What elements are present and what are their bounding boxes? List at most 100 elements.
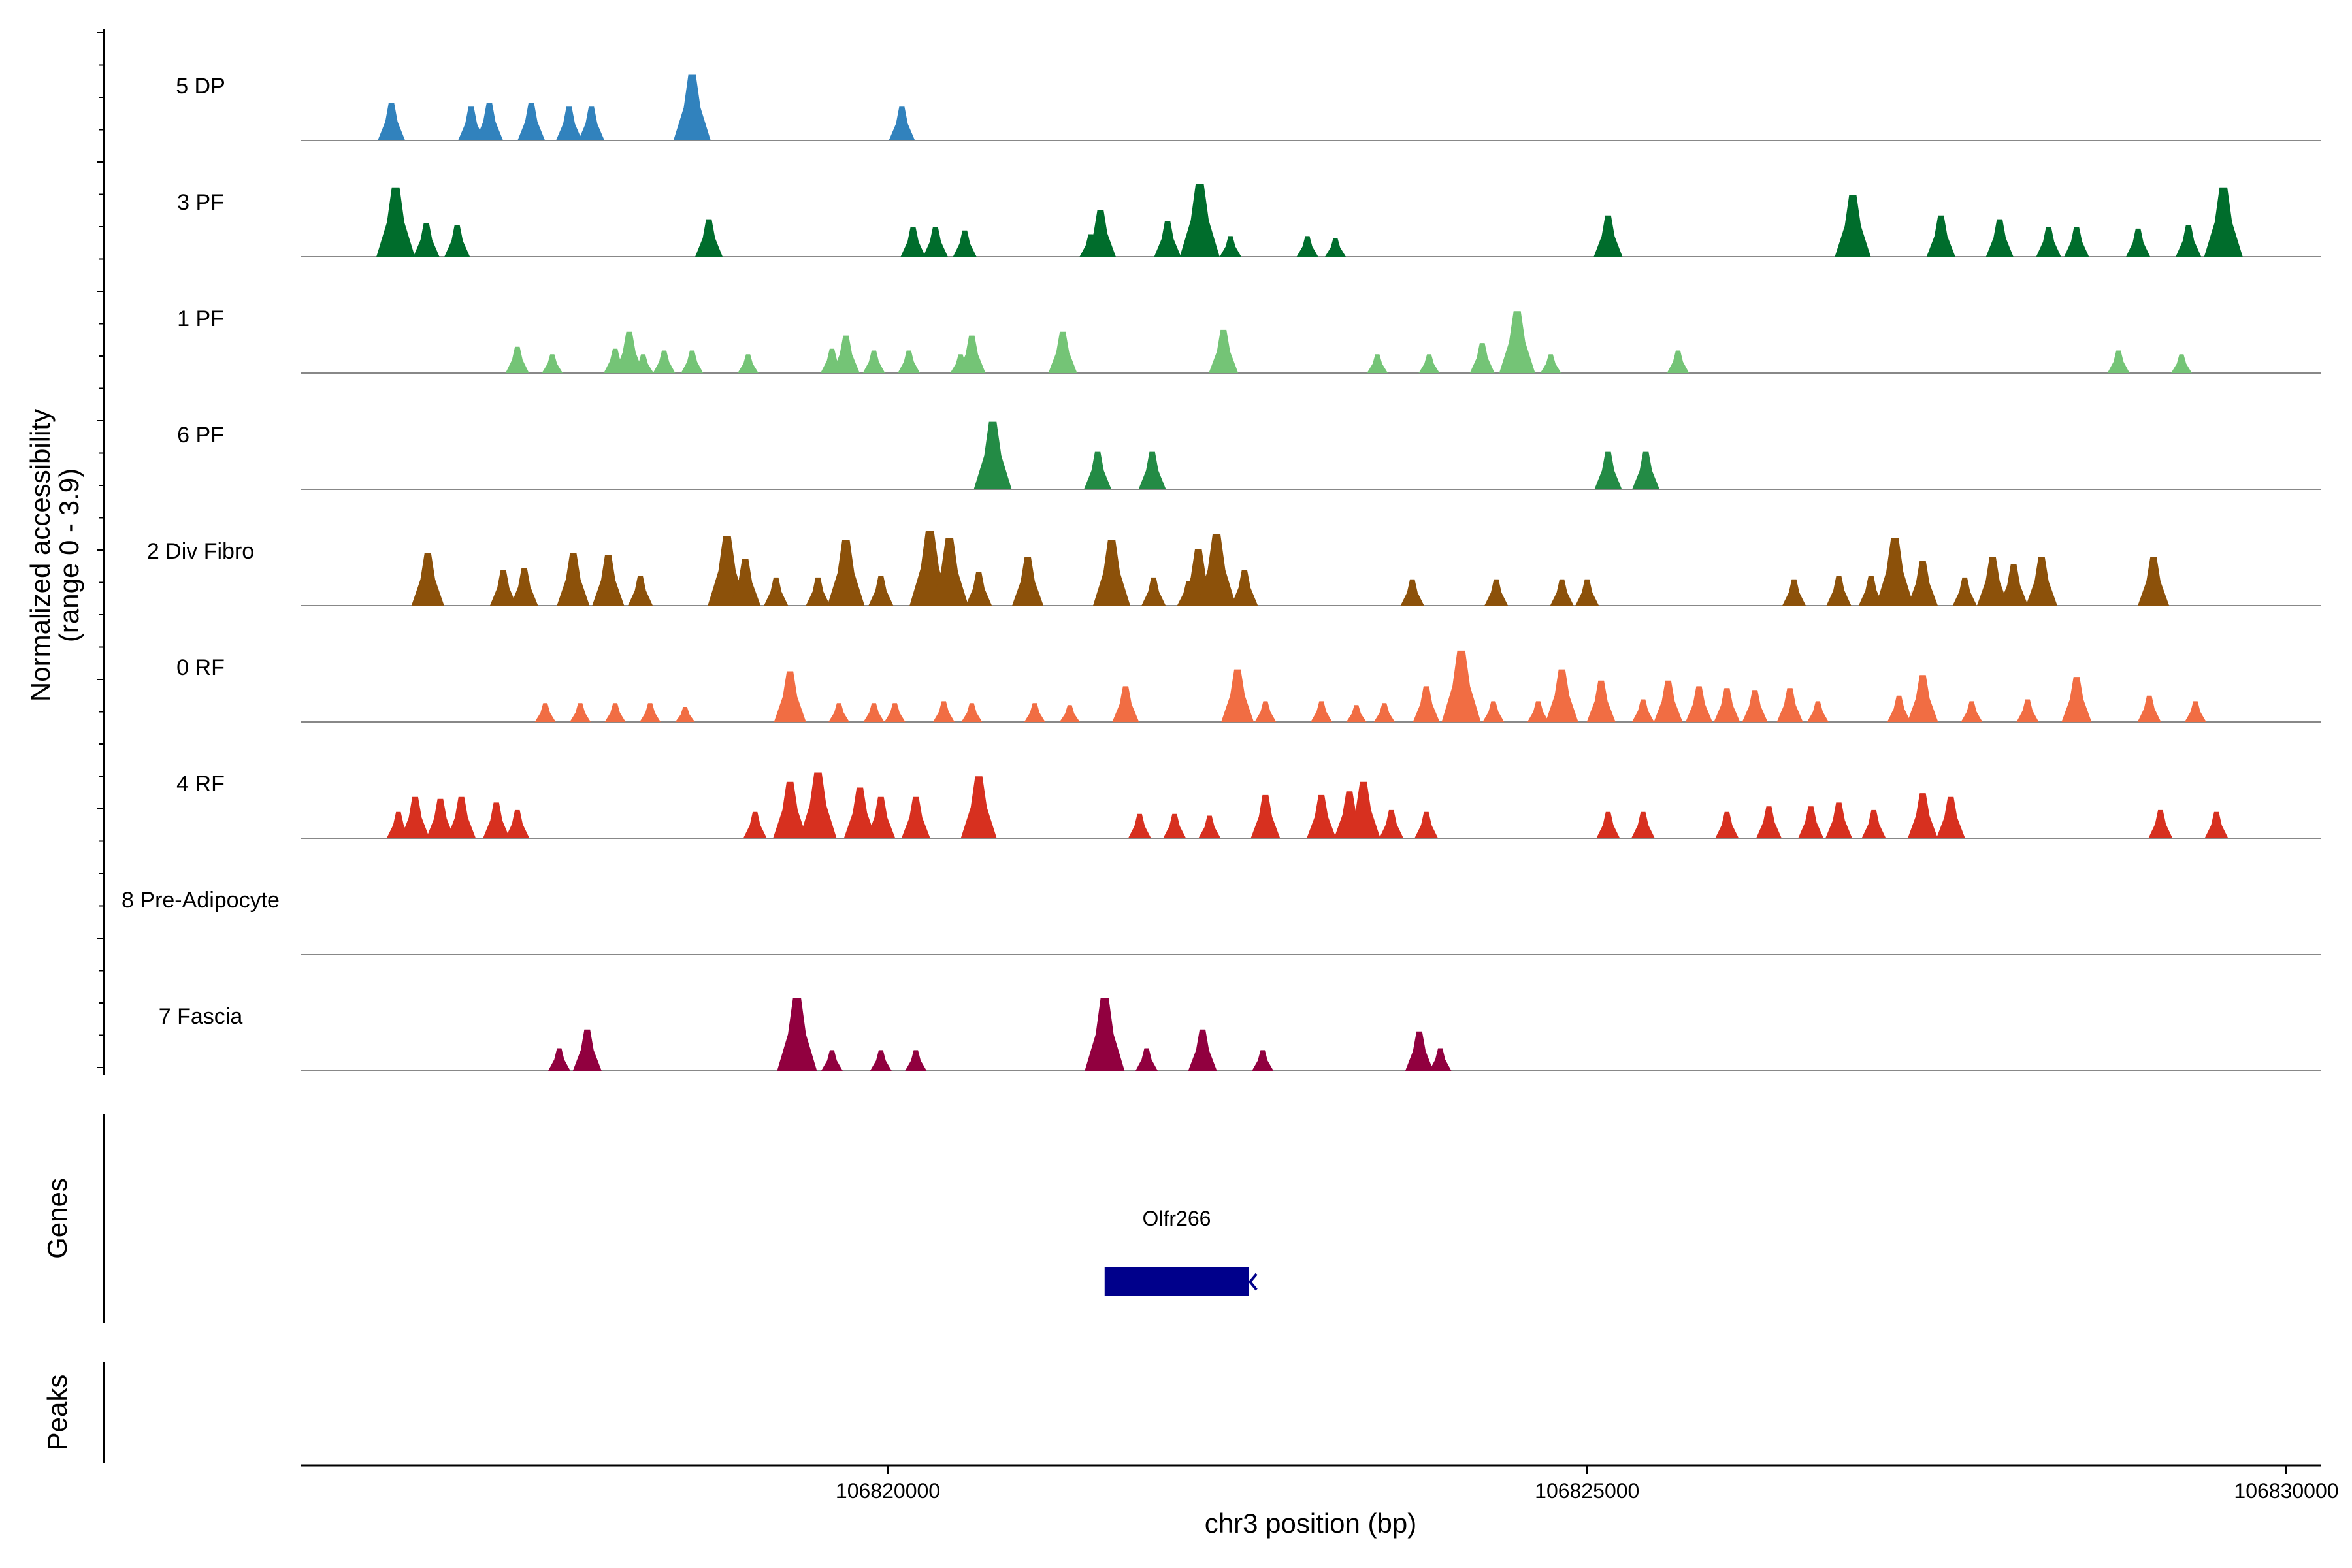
coverage-peak	[1379, 809, 1404, 838]
coverage-peak	[1112, 686, 1139, 722]
coverage-peak	[542, 354, 563, 373]
coverage-peak	[1250, 794, 1281, 838]
coverage-peak	[1776, 688, 1803, 722]
track-label: 0 RF	[176, 655, 225, 680]
coverage-peak	[1418, 354, 1440, 373]
coverage-peak	[1631, 811, 1655, 838]
coverage-peak	[1059, 705, 1080, 722]
coverage-peak	[1024, 703, 1045, 722]
coverage-peak	[1545, 669, 1578, 722]
coverage-peak	[1586, 680, 1616, 722]
coverage-peak	[1908, 561, 1938, 606]
coverage-peak	[1631, 699, 1654, 722]
coverage-peak	[426, 798, 455, 838]
y-axis-title-line-2: (range 0 - 3.9)	[54, 468, 84, 642]
coverage-peak	[730, 559, 761, 606]
x-axis-title: chr3 position (bp)	[1205, 1508, 1417, 1539]
coverage-peak	[1231, 570, 1258, 606]
coverage-peak	[2176, 225, 2202, 257]
coverage-peak	[863, 703, 885, 722]
track-5-dp: 5 DP	[176, 74, 2321, 141]
coverage-peak	[489, 570, 517, 606]
coverage-peak	[1593, 215, 1623, 257]
genes-panel: Genes Olfr266	[42, 1114, 1258, 1323]
coverage-peak	[1138, 451, 1166, 489]
coverage-peak	[966, 572, 992, 606]
coverage-peak	[1400, 579, 1424, 606]
coverage-peak	[1084, 451, 1112, 489]
coverage-peak	[505, 346, 529, 373]
coverage-peak	[1756, 806, 1782, 838]
coverage-peak	[628, 576, 653, 606]
peaks-panel: Peaks	[42, 1362, 105, 1463]
coverage-peak	[774, 671, 806, 722]
coverage-peak	[1413, 686, 1440, 722]
coverage-peak	[1686, 686, 1712, 722]
coverage-peak	[1961, 701, 1983, 722]
coverage-peak	[1441, 650, 1481, 722]
coverage-peak	[1163, 813, 1186, 838]
coverage-peak	[592, 555, 625, 606]
coverage-peak	[777, 998, 817, 1071]
coverage-peak	[413, 223, 440, 257]
y-axis: Normalized accessibility (range 0 - 3.9)	[25, 29, 105, 1075]
gene-strand-arrow	[1248, 1273, 1258, 1291]
coverage-peak	[1952, 577, 1977, 606]
coverage-peak	[1715, 811, 1739, 838]
coverage-peak	[1085, 210, 1116, 257]
coverage-peak	[534, 703, 556, 722]
coverage-peak	[958, 335, 986, 373]
coverage-peak	[889, 106, 915, 140]
coverage-peak	[1085, 998, 1125, 1071]
coverage-peak	[653, 350, 676, 373]
coverage-peak	[898, 350, 921, 373]
track-8-pre-adipocyte: 8 Pre-Adipocyte	[122, 888, 2321, 955]
coverage-peak	[870, 1050, 892, 1071]
coverage-peak	[1667, 350, 1690, 373]
coverage-peak	[1179, 184, 1220, 257]
gene-body	[1104, 1267, 1249, 1296]
coverage-peak	[483, 802, 510, 838]
coverage-peak	[961, 703, 983, 722]
x-axis: 106820000 106825000 106830000 chr3 positio…	[301, 1464, 2339, 1539]
coverage-peak	[1484, 579, 1509, 606]
coverage-peak	[695, 219, 723, 257]
coverage-peak	[632, 354, 654, 373]
coverage-peak	[868, 576, 894, 606]
coverage-peak	[1128, 813, 1151, 838]
coverage-peak	[378, 103, 406, 140]
coverage-peak	[1826, 576, 1852, 606]
coverage-peak	[556, 106, 582, 140]
coverage-peak	[1154, 221, 1181, 257]
coverage-peak	[557, 553, 590, 606]
y-axis-ticks	[97, 32, 104, 1068]
coverage-peak	[1221, 669, 1254, 722]
coverage-peak	[1219, 236, 1241, 257]
track-1-pf: 1 PF	[177, 306, 2321, 374]
coverage-peak	[923, 227, 948, 257]
coverage-peak	[1858, 576, 1884, 606]
coverage-peak	[1048, 331, 1077, 373]
coverage-peak	[1907, 675, 1938, 722]
track-2-div-fibro: 2 Div Fibro	[147, 531, 2321, 606]
coverage-peak	[1977, 557, 2008, 606]
track-label: 4 RF	[176, 772, 225, 796]
coverage-peak	[1141, 577, 1166, 606]
coverage-peak	[1469, 343, 1495, 373]
y-axis-title-line-1: Normalized accessibility	[25, 409, 56, 702]
coverage-peak	[2036, 227, 2061, 257]
coverage-peak	[517, 103, 546, 140]
coverage-peak	[681, 350, 704, 373]
coverage-peak	[476, 103, 503, 140]
coverage-peak	[827, 540, 865, 606]
coverage-peak	[1887, 695, 1911, 722]
coverage-peak	[1550, 579, 1574, 606]
coverage-peak	[1482, 701, 1505, 722]
coverage-peak	[1093, 540, 1130, 606]
coverage-peak	[604, 703, 626, 722]
coverage-peak	[2064, 227, 2089, 257]
coverage-peak	[1296, 236, 1318, 257]
genes-panel-label: Genes	[42, 1178, 73, 1259]
coverage-peak	[1527, 701, 1549, 722]
